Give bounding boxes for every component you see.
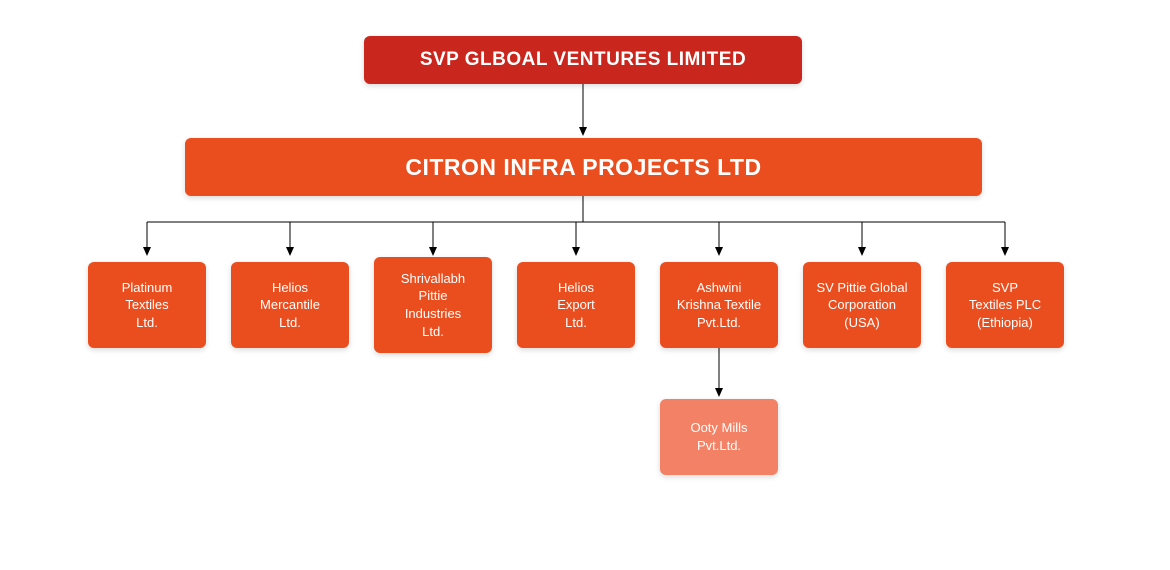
leaf-line: (USA) — [844, 314, 879, 332]
org-mid-label: CITRON INFRA PROJECTS LTD — [405, 154, 761, 181]
leaf-line: Textiles — [125, 296, 168, 314]
leaf-line: Textiles PLC — [969, 296, 1041, 314]
leaf-line: Pvt.Ltd. — [697, 314, 741, 332]
leaf-line: Ltd. — [279, 314, 301, 332]
org-sub-ooty: Ooty Mills Pvt.Ltd. — [660, 399, 778, 475]
leaf-line: Pvt.Ltd. — [697, 437, 741, 455]
leaf-line: Industries — [405, 305, 461, 323]
leaf-line: Ltd. — [422, 323, 444, 341]
org-leaf-svp-ethiopia: SVP Textiles PLC (Ethiopia) — [946, 262, 1064, 348]
org-leaf-ashwini: Ashwini Krishna Textile Pvt.Ltd. — [660, 262, 778, 348]
org-leaf-platinum: Platinum Textiles Ltd. — [88, 262, 206, 348]
leaf-line: Ltd. — [136, 314, 158, 332]
leaf-line: SV Pittie Global — [816, 279, 907, 297]
leaf-line: Ashwini — [697, 279, 742, 297]
leaf-line: Export — [557, 296, 595, 314]
leaf-line: Mercantile — [260, 296, 320, 314]
leaf-line: Corporation — [828, 296, 896, 314]
leaf-line: Helios — [558, 279, 594, 297]
leaf-line: Ltd. — [565, 314, 587, 332]
org-root-label: SVP GLBOAL VENTURES LIMITED — [420, 49, 746, 71]
leaf-line: Krishna Textile — [677, 296, 761, 314]
org-mid-node: CITRON INFRA PROJECTS LTD — [185, 138, 982, 196]
org-leaf-shrivallabh: Shrivallabh Pittie Industries Ltd. — [374, 257, 492, 353]
org-leaf-helios-export: Helios Export Ltd. — [517, 262, 635, 348]
leaf-line: Ooty Mills — [690, 419, 747, 437]
org-leaf-sv-pittie-usa: SV Pittie Global Corporation (USA) — [803, 262, 921, 348]
leaf-line: SVP — [992, 279, 1018, 297]
leaf-line: Helios — [272, 279, 308, 297]
leaf-line: Shrivallabh — [401, 270, 465, 288]
leaf-line: (Ethiopia) — [977, 314, 1033, 332]
org-leaf-helios-mercantile: Helios Mercantile Ltd. — [231, 262, 349, 348]
leaf-line: Platinum — [122, 279, 173, 297]
org-root-node: SVP GLBOAL VENTURES LIMITED — [364, 36, 802, 84]
leaf-line: Pittie — [419, 287, 448, 305]
